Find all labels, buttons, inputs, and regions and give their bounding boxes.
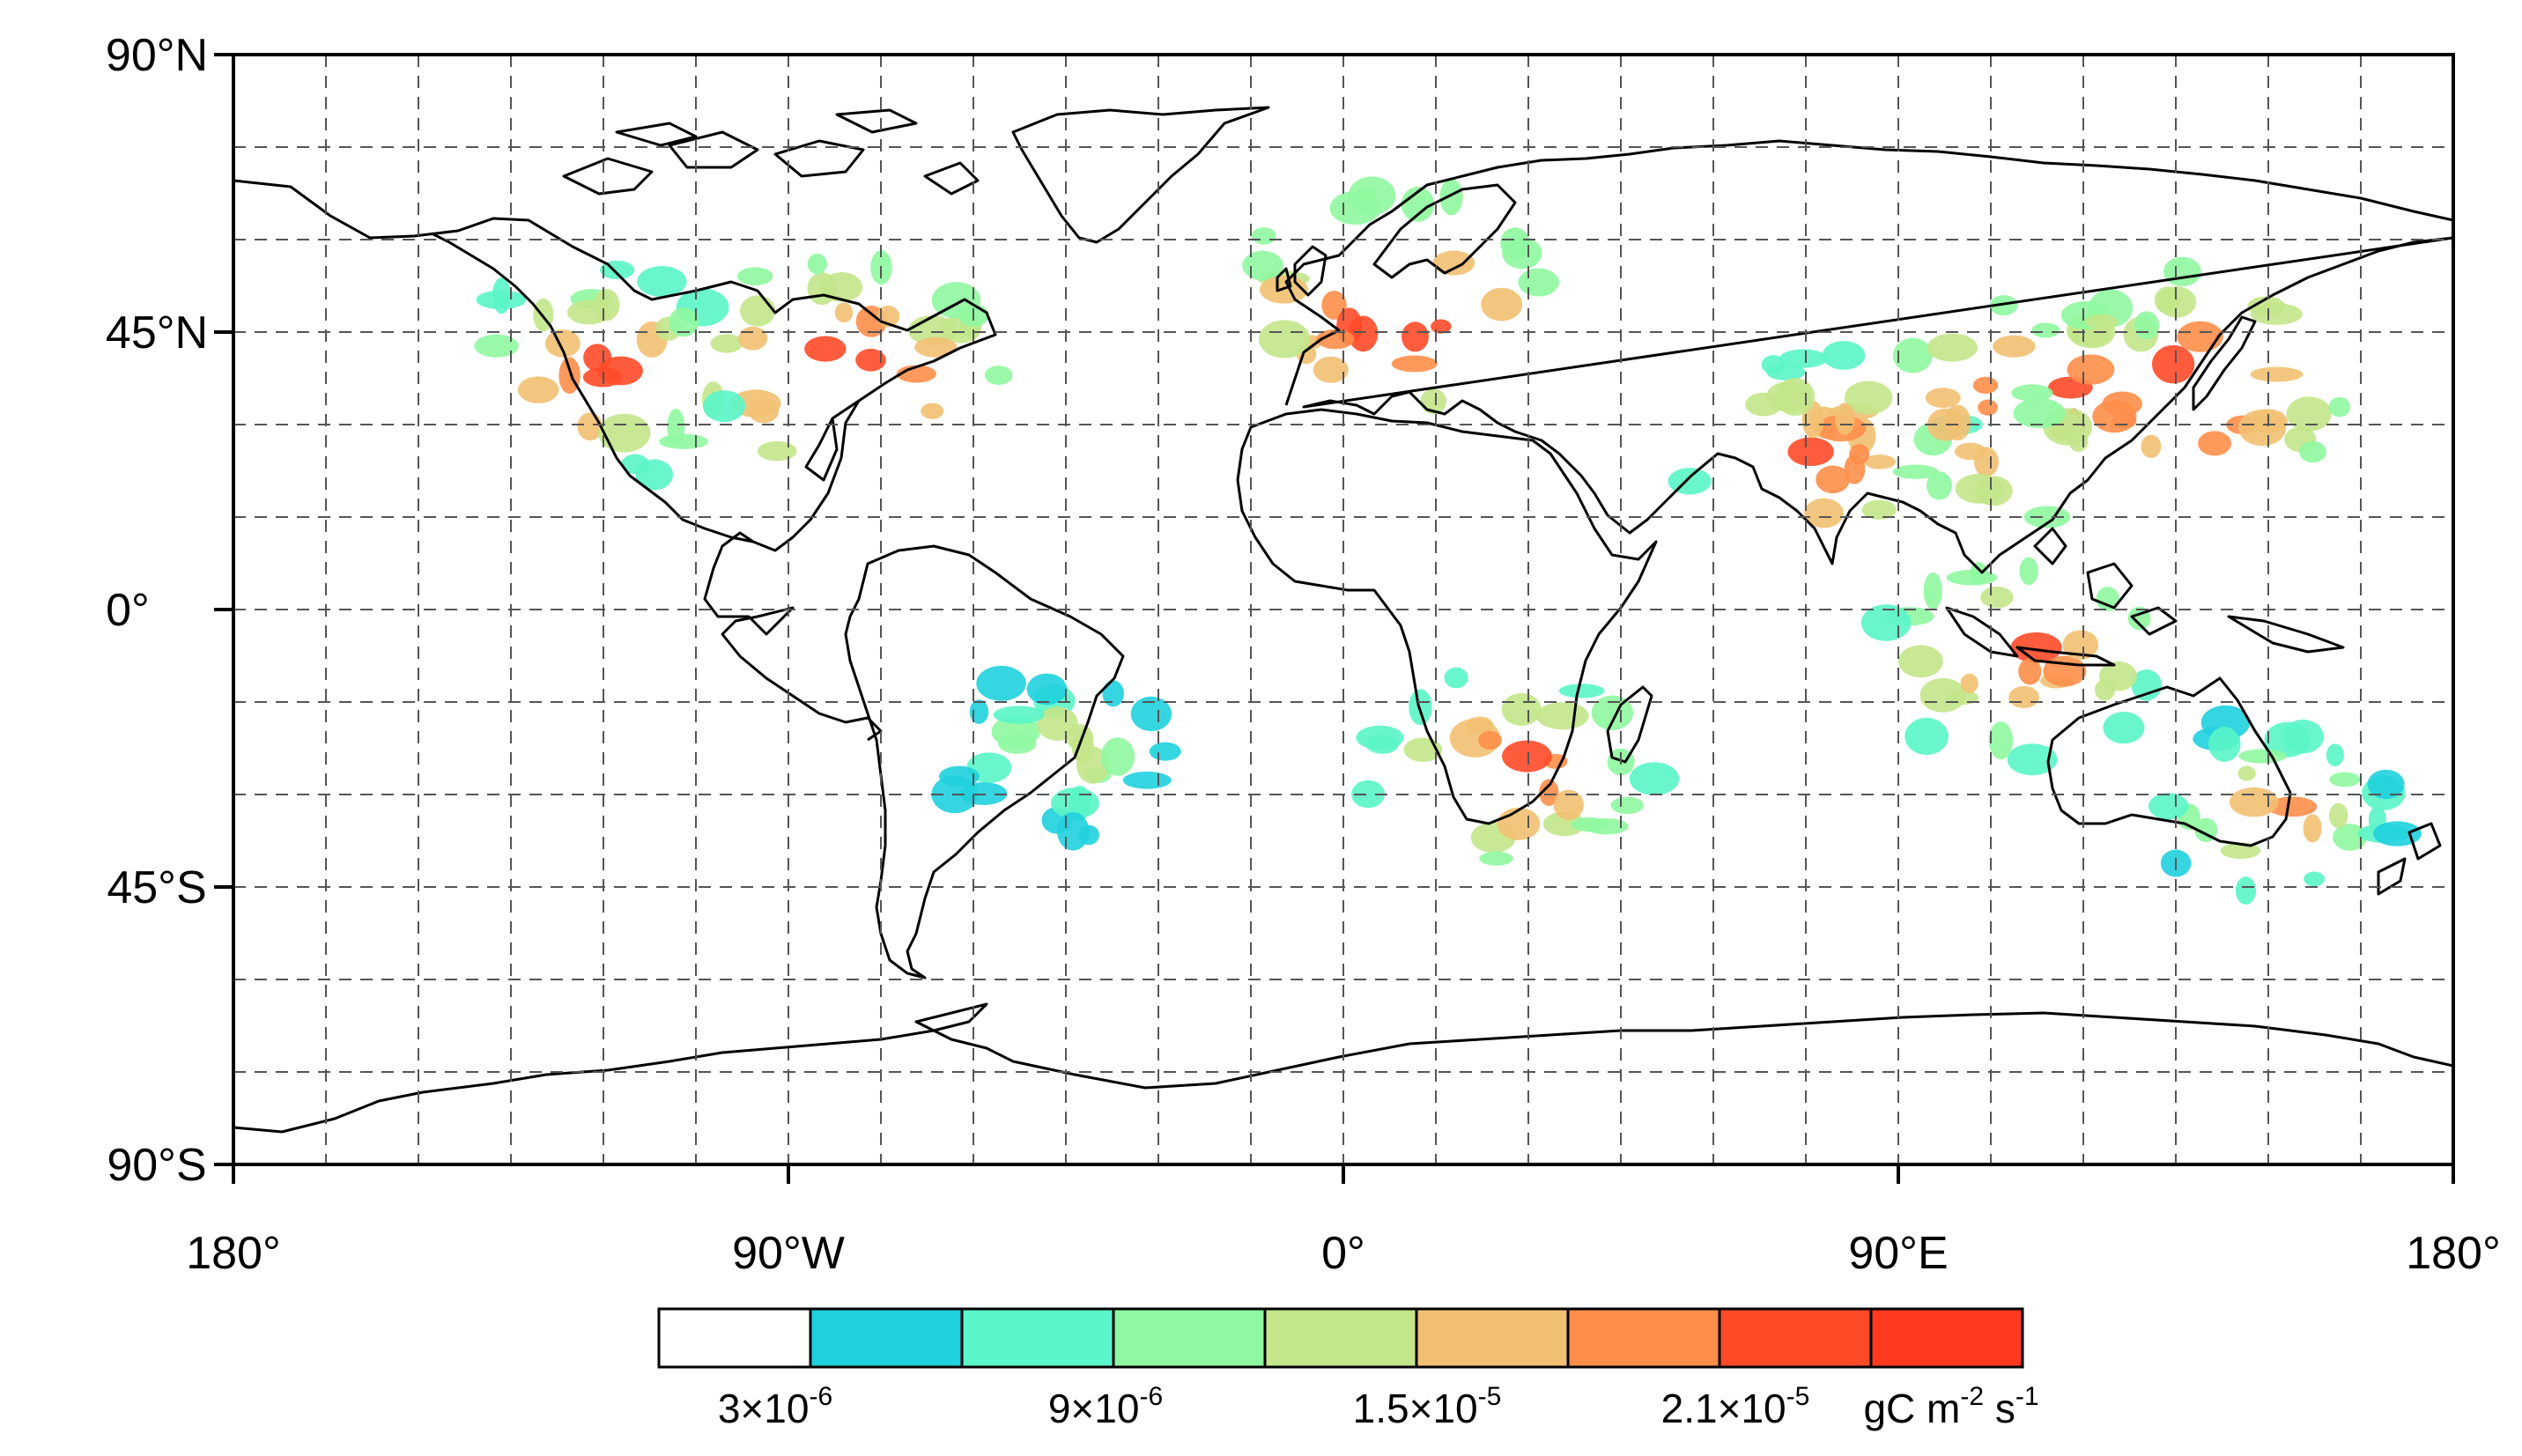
lat-label-45n: 45°N xyxy=(106,307,208,358)
axis-ticks xyxy=(214,53,2455,1184)
emission-hotspot xyxy=(931,665,1181,851)
emission-hotspot xyxy=(2011,256,2351,463)
coastline-scandinavia xyxy=(1372,183,1517,279)
colorbar-swatch xyxy=(1112,1307,1267,1369)
lat-label-45s: 45°S xyxy=(107,862,206,913)
lat-label-0: 0° xyxy=(106,585,150,636)
lon-label-90w: 90°W xyxy=(732,1228,845,1279)
colorbar-swatch xyxy=(1415,1307,1570,1369)
lon-label-0: 0° xyxy=(1321,1228,1365,1279)
colorbar xyxy=(657,1307,2024,1369)
colorbar-swatch xyxy=(1869,1307,2024,1369)
coastline-eurasia xyxy=(1284,139,2453,574)
colorbar-label-4: 2.1×10-5 xyxy=(1661,1382,1810,1431)
coastline-greenland xyxy=(1011,106,1270,244)
coastline-antarctica xyxy=(233,1002,2453,1134)
coastline-australia xyxy=(2046,676,2292,847)
coastline-british-isles xyxy=(1276,245,1328,297)
lon-label-180w: 180° xyxy=(186,1228,281,1279)
colorbar-label-1: 3×10-6 xyxy=(718,1382,832,1431)
lat-label-90s: 90°S xyxy=(107,1140,206,1191)
emission-hotspot xyxy=(1242,176,1559,415)
lon-label-90e: 90°E xyxy=(1848,1228,1948,1279)
emission-hotspot xyxy=(1351,667,1680,866)
emission-field xyxy=(474,176,2422,905)
graticule xyxy=(233,55,2453,1164)
emission-hotspot xyxy=(474,260,746,491)
emission-hotspot xyxy=(1860,557,2162,776)
colorbar-labels: 3×10-6 9×10-6 1.5×10-5 2.1×10-5 gC m-2 s… xyxy=(718,1382,2039,1431)
coastline-south-america xyxy=(844,544,1125,979)
coastline-sea-islands xyxy=(1945,527,2345,667)
lat-label-90n: 90°N xyxy=(106,30,208,81)
colorbar-label-3: 1.5×10-5 xyxy=(1353,1382,1502,1431)
colorbar-label-2: 9×10-6 xyxy=(1048,1382,1163,1431)
coastline-madagascar xyxy=(1606,685,1653,764)
colorbar-swatch xyxy=(1566,1307,1721,1369)
coastline-africa xyxy=(1236,408,1658,825)
colorbar-units: gC m-2 s-1 xyxy=(1863,1382,2038,1431)
colorbar-swatch xyxy=(809,1307,964,1369)
coastline-arctic-islands xyxy=(562,108,980,196)
coastline-japan xyxy=(2192,315,2257,411)
colorbar-swatch xyxy=(1263,1307,1418,1369)
emission-hotspot xyxy=(701,250,1013,462)
lon-label-180e: 180° xyxy=(2406,1228,2501,1279)
emission-hotspot xyxy=(2148,705,2422,905)
colorbar-swatch xyxy=(960,1307,1115,1369)
coastlines xyxy=(233,106,2453,1134)
colorbar-swatch xyxy=(657,1307,812,1369)
colorbar-swatch xyxy=(1718,1307,1873,1369)
